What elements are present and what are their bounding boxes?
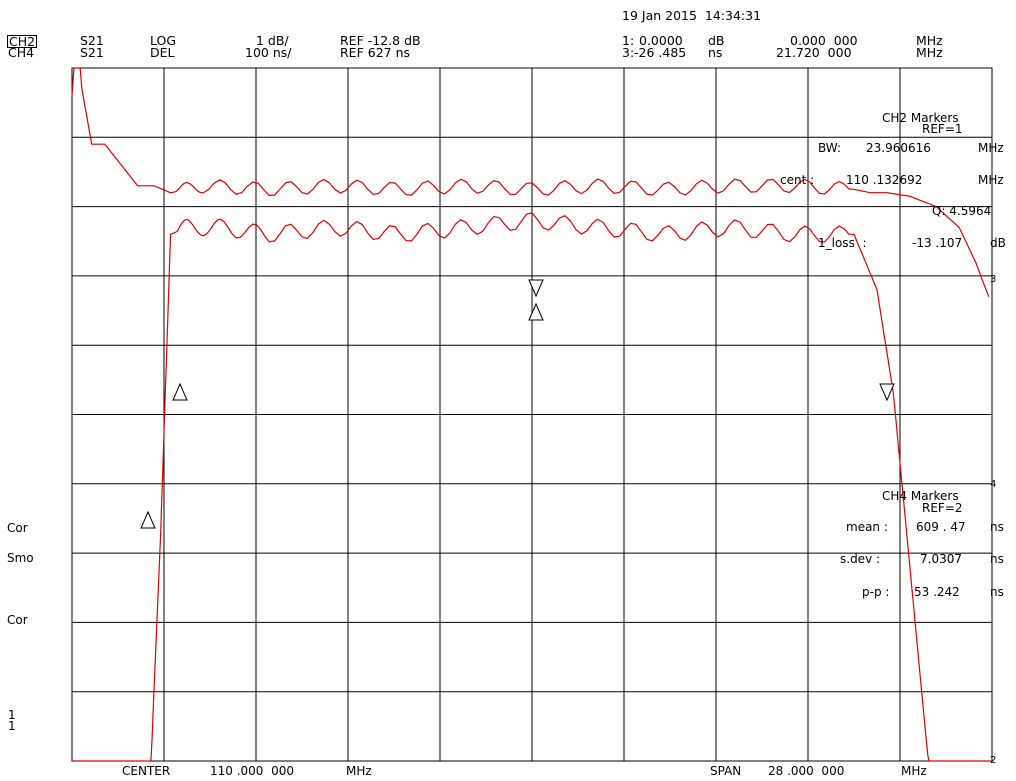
center-label: CENTER <box>122 764 171 778</box>
ch2-format: LOG <box>150 33 177 48</box>
mean-value: 609 . 47 <box>916 520 966 534</box>
bw-label: BW: <box>818 141 842 155</box>
span-label: SPAN <box>710 764 742 778</box>
sdev-label: s.dev : <box>840 552 881 566</box>
loss-value: -13 .107 <box>912 236 963 250</box>
left-label-cor-2: Cor <box>7 613 28 627</box>
mean-unit: ns <box>990 520 1004 534</box>
marker-2-delta-triangle <box>172 382 188 401</box>
marker3-freq-unit: MHz <box>916 45 943 60</box>
marker1-unit: dB <box>708 33 725 48</box>
marker1-num: 1: <box>622 33 635 48</box>
marker1-freq: 0.000 000 <box>790 33 858 48</box>
sdev-unit: ns <box>990 552 1004 566</box>
left-label-cor-1: Cor <box>7 521 28 535</box>
ch2-param: S21 <box>80 33 104 48</box>
graticule <box>71 67 993 762</box>
cent-unit: MHz <box>978 173 1004 187</box>
ch4-markers-ref: REF=2 <box>922 501 963 515</box>
channel-ch4-label[interactable]: CH4 <box>8 45 35 60</box>
trace-ch4 <box>71 67 990 297</box>
marker3-value: -26 .485 <box>634 45 687 60</box>
left-label-1a: 1 <box>8 708 16 722</box>
marker3-unit: ns <box>708 45 723 60</box>
marker-2-triangle <box>528 302 544 321</box>
left-label-1b: 1 <box>8 719 16 733</box>
marker-3-triangle <box>879 383 895 402</box>
pp-unit: ns <box>990 585 1004 599</box>
ref-pos-2: 2 <box>990 755 997 766</box>
span-unit: MHz <box>901 764 927 778</box>
marker3-freq: 21.720 000 <box>776 45 852 60</box>
bw-unit: MHz <box>978 141 1004 155</box>
ch2-ref: REF -12.8 dB <box>340 33 421 48</box>
marker-1-triangle <box>528 279 544 298</box>
span-value: 28 .000 000 <box>768 764 845 778</box>
marker-symbols <box>140 279 895 529</box>
ch4-ref: REF 627 ns <box>340 45 411 60</box>
ref-pos-3: 3 <box>990 274 997 285</box>
left-label-smo: Smo <box>7 551 34 565</box>
ch2-markers-ref: REF=1 <box>922 122 963 136</box>
ch4-scale: 100 ns/ <box>245 45 292 60</box>
loss-unit: dB <box>990 236 1006 250</box>
traces <box>71 67 992 762</box>
pp-value: 53 .242 <box>914 585 960 599</box>
bw-value: 23.960616 <box>866 141 931 155</box>
marker3-num: 3: <box>622 45 635 60</box>
ch4-format: DEL <box>150 45 175 60</box>
cent-value: 110 .132692 <box>846 173 923 187</box>
cent-label: cent : <box>780 173 815 187</box>
channel-ch2-label[interactable]: CH2 <box>7 34 38 49</box>
loss-label: 1_loss : <box>818 236 867 250</box>
ref-pos-4: 4 <box>990 479 997 490</box>
trace-ch2 <box>72 212 992 762</box>
sdev-value: 7.0307 <box>920 552 962 566</box>
ch4-markers-title: CH4 Markers <box>882 489 959 503</box>
marker1-freq-unit: MHz <box>916 33 943 48</box>
marker-3-ch4-triangle <box>140 510 156 529</box>
mean-label: mean : <box>846 520 888 534</box>
center-unit: MHz <box>346 764 372 778</box>
pp-label: p-p : <box>862 585 890 599</box>
ch2-scale: 1 dB/ <box>256 33 289 48</box>
center-value: 110 .000 000 <box>210 764 294 778</box>
ch4-param: S21 <box>80 45 104 60</box>
marker1-value: 0.0000 <box>639 33 683 48</box>
q-value: Q: 4.5964 <box>932 204 992 218</box>
ch2-markers-title: CH2 Markers <box>882 111 959 125</box>
timestamp: 19 Jan 2015 14:34:31 <box>622 8 762 23</box>
